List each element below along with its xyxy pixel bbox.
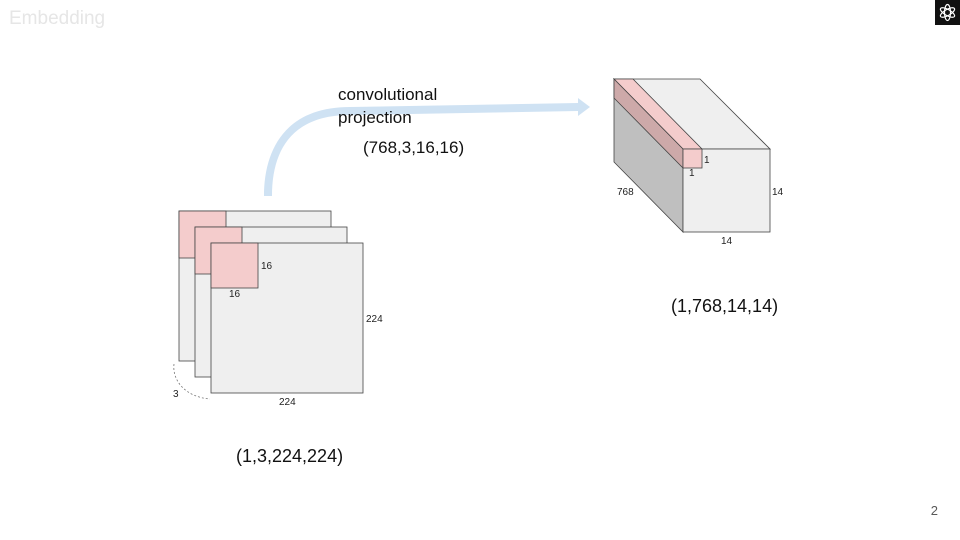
output-tensor-cuboid [613,78,771,233]
convolutional-projection-arrow [264,98,590,196]
logo-icon [935,0,960,25]
arrow-label-line1: convolutional [338,85,438,104]
slide-title: Embedding [9,8,106,29]
input-channels-label: 3 [173,389,179,400]
input-width-label: 224 [279,397,296,408]
patch-height-label: 16 [261,261,273,272]
cell-width-label: 1 [689,168,695,179]
input-channel-plane-3 [210,242,364,394]
output-depth-label: 768 [617,187,634,198]
page-number: 2 [930,503,938,518]
output-width-label: 14 [721,236,733,247]
arrow-label-line2: projection [338,108,412,127]
cell-height-label: 1 [704,155,710,166]
output-shape-label: (1,768,14,14) [671,296,779,316]
output-height-label: 14 [772,187,784,198]
patch-width-label: 16 [229,289,241,300]
input-height-label: 224 [366,314,383,325]
weight-shape-label: (768,3,16,16) [363,138,465,157]
channel-depth-indicator [173,363,211,400]
input-shape-label: (1,3,224,224) [236,446,344,466]
